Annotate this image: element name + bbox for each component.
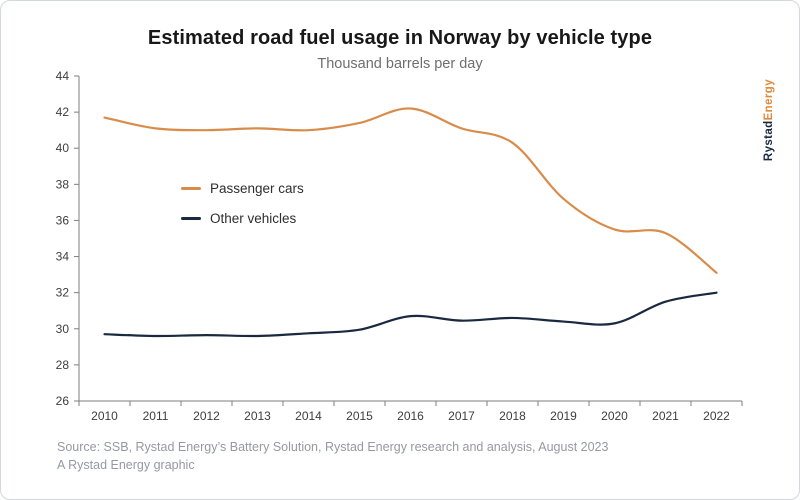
y-tick-label: 42 [56, 105, 70, 119]
x-tick-label: 2010 [91, 409, 118, 423]
chart-header: Estimated road fuel usage in Norway by v… [1, 27, 799, 72]
chart-subtitle: Thousand barrels per day [317, 56, 483, 72]
y-tick-label: 40 [56, 141, 70, 155]
x-tick-label: 2013 [244, 409, 271, 423]
y-tick-label: 38 [56, 177, 70, 191]
legend-label-other-vehicles: Other vehicles [210, 211, 297, 226]
x-tick-label: 2016 [397, 409, 424, 423]
x-tick-label: 2015 [346, 409, 373, 423]
y-tick-label: 32 [56, 286, 70, 300]
y-tick-label: 28 [56, 358, 70, 372]
y-tick-label: 36 [56, 213, 70, 227]
x-tick-label: 2011 [143, 409, 169, 423]
x-tick-label: 2021 [652, 409, 679, 423]
source-line-1: Source: SSB, Rystad Energy’s Battery Sol… [57, 440, 609, 454]
axes [78, 76, 742, 402]
x-tick-label: 2018 [499, 409, 526, 423]
legend-swatch-other-vehicles [181, 217, 201, 220]
x-tick-label: 2020 [601, 409, 628, 423]
x-tick-label: 2017 [448, 409, 475, 423]
y-tick-label: 26 [56, 394, 70, 408]
x-tick-label: 2014 [295, 409, 322, 423]
legend-label-passenger-cars: Passenger cars [210, 181, 304, 196]
y-axis: 26 28 30 32 34 36 38 40 42 44 [56, 69, 79, 408]
series-line-other-vehicles [103, 291, 718, 338]
y-tick-label: 34 [56, 250, 70, 264]
legend: Passenger cars Other vehicles [181, 181, 304, 226]
y-tick-label: 30 [56, 322, 70, 336]
source-note: Source: SSB, Rystad Energy’s Battery Sol… [57, 438, 608, 474]
x-tick-label: 2019 [550, 409, 577, 423]
series-line-passenger-cars [103, 107, 718, 274]
axis-lines [78, 76, 742, 402]
legend-item-other-vehicles: Other vehicles [181, 211, 304, 226]
x-tick-label: 2022 [703, 409, 730, 423]
y-tick-label: 44 [56, 69, 70, 83]
x-tick-label: 2012 [193, 409, 220, 423]
chart-title: Estimated road fuel usage in Norway by v… [147, 27, 653, 49]
x-axis: 2010 2011 2012 2013 2014 2015 2016 2017 2018 2019… [78, 401, 743, 423]
legend-item-passenger-cars: Passenger cars [181, 181, 304, 196]
source-line-2: A Rystad Energy graphic [57, 458, 195, 473]
legend-swatch-passenger-cars [181, 187, 201, 190]
